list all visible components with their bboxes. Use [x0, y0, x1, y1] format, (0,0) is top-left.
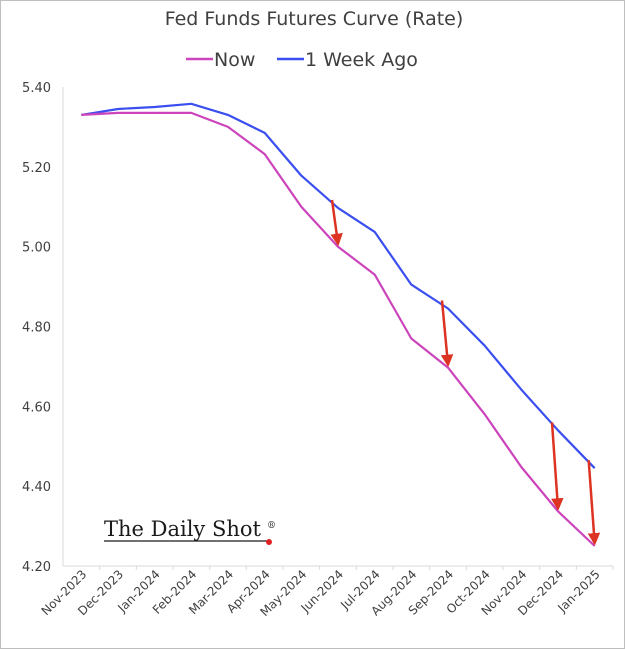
y-tick-label: 5.40	[22, 81, 51, 96]
y-tick-label: 5.20	[22, 161, 51, 176]
watermark-dot	[266, 539, 272, 545]
x-tick-labels: Nov-2023Dec-2023Jan-2024Feb-2024Mar-2024…	[39, 566, 614, 619]
series-line	[81, 111, 596, 547]
annotation-arrow	[550, 422, 564, 511]
legend-label-1-week-ago: 1 Week Ago	[305, 49, 418, 71]
y-tick-labels: 4.20 4.40 4.60 4.80 5.00 5.20 5.40	[22, 81, 51, 575]
series-line	[81, 102, 596, 469]
y-tick-label: 5.00	[22, 241, 51, 256]
watermark-registered-mark: ®	[267, 521, 276, 531]
annotation-arrow	[587, 460, 601, 546]
legend: Now 1 Week Ago	[186, 49, 418, 71]
legend-label-now: Now	[214, 49, 255, 71]
annotation-arrow	[330, 199, 343, 247]
annotation-arrow	[440, 300, 454, 368]
y-tick-label: 4.80	[22, 321, 51, 336]
watermark-text: The Daily Shot	[104, 517, 262, 541]
y-tick-label: 4.60	[22, 400, 51, 415]
y-tick-label: 4.20	[22, 560, 51, 575]
y-tick-label: 4.40	[22, 480, 51, 495]
series-lines	[81, 102, 596, 547]
annotation-arrows	[330, 199, 601, 546]
watermark-logo: The Daily Shot ®	[104, 517, 276, 545]
chart-title: Fed Funds Futures Curve (Rate)	[165, 8, 464, 30]
